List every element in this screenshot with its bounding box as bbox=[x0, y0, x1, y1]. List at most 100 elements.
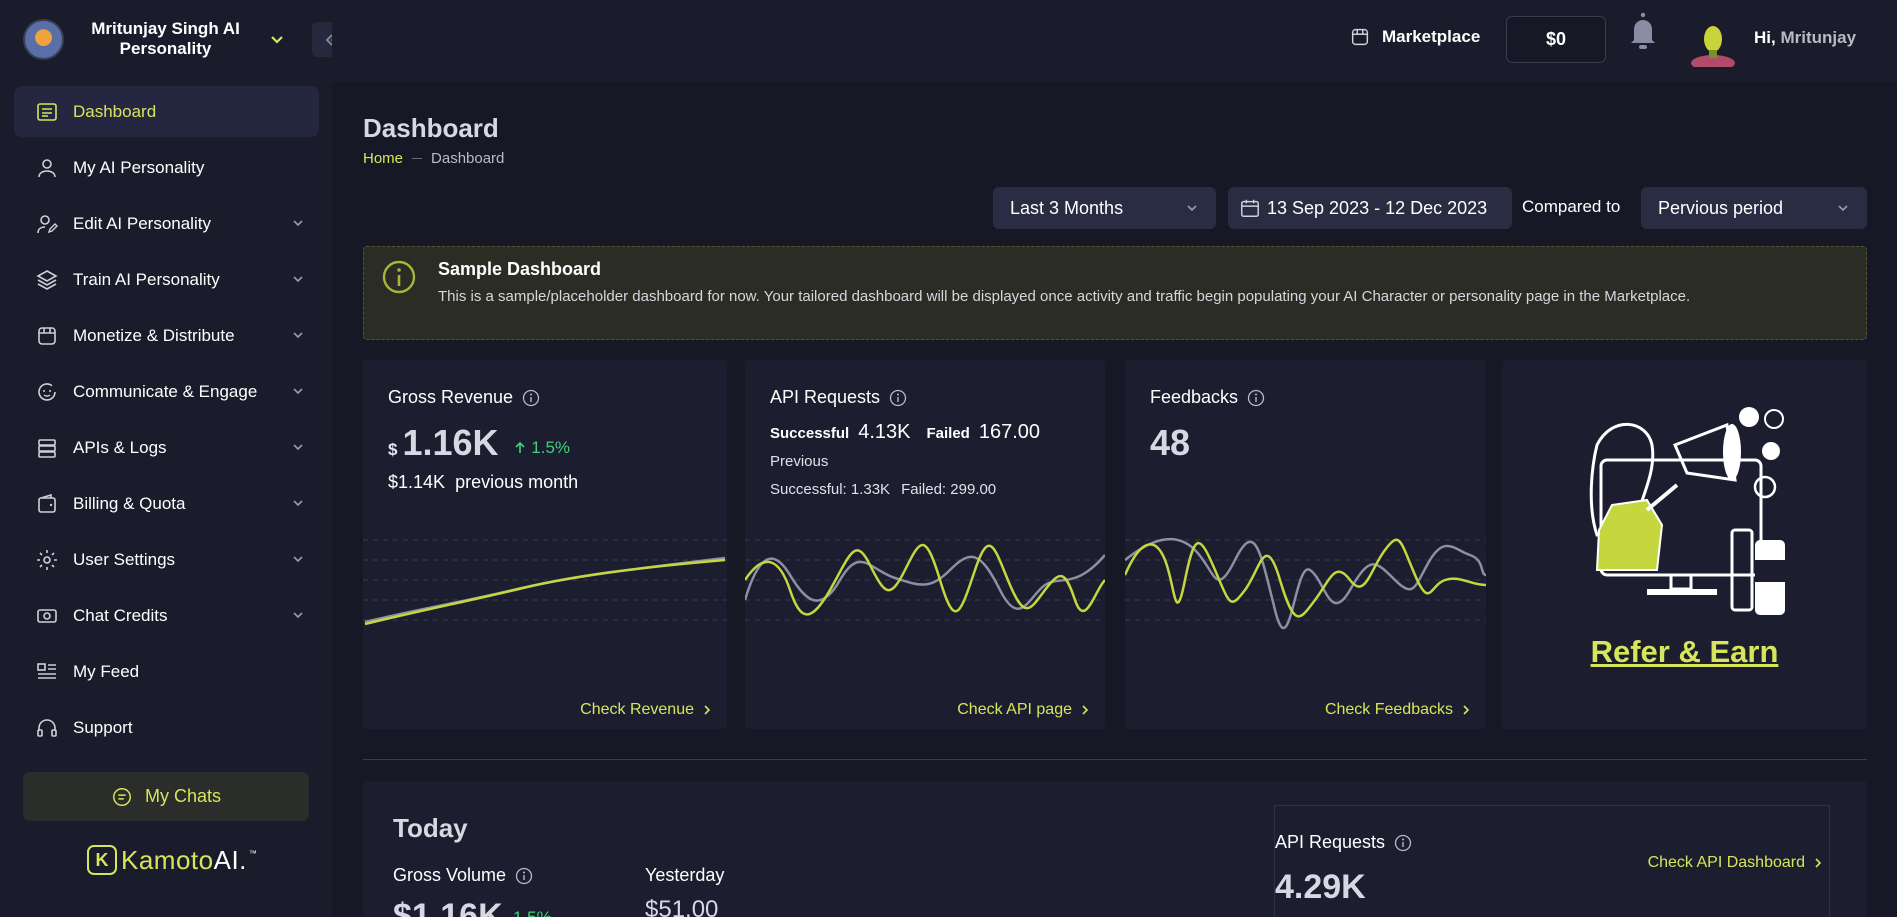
layers-icon bbox=[35, 268, 59, 292]
yesterday-value: $51.00 bbox=[645, 896, 719, 917]
kamotoai-logo: K KamotoAI. ™ bbox=[87, 843, 257, 877]
sidebar-item-communicate-engage[interactable]: Communicate & Engage bbox=[14, 366, 319, 417]
chevron-right-icon bbox=[1815, 858, 1822, 868]
chevron-down-icon bbox=[293, 500, 303, 507]
gross-volume-value: $1.16K bbox=[393, 897, 503, 917]
chevron-down-icon bbox=[293, 388, 303, 395]
comparison-period-value: Pervious period bbox=[1658, 197, 1784, 218]
check-revenue-link[interactable]: Check Revenue bbox=[580, 701, 714, 719]
api-requests-sparkline bbox=[745, 539, 1105, 621]
my-chats-button[interactable]: My Chats bbox=[23, 772, 309, 821]
sidebar-item-label: User Settings bbox=[73, 549, 176, 569]
sidebar-item-label: Edit AI Personality bbox=[73, 213, 211, 233]
sidebar-item-dashboard[interactable]: Dashboard bbox=[14, 86, 319, 137]
bell-icon[interactable] bbox=[1628, 12, 1658, 52]
sidebar-item-my-ai-personality[interactable]: My AI Personality bbox=[14, 142, 319, 193]
refer-earn-card: Refer & Earn bbox=[1502, 360, 1867, 729]
check-api-page-link[interactable]: Check API page bbox=[957, 701, 1092, 719]
chevron-down-icon bbox=[293, 332, 303, 339]
revenue-trend: 1.5% bbox=[513, 438, 570, 458]
info-icon[interactable] bbox=[515, 867, 533, 885]
chevron-right-icon bbox=[1463, 705, 1470, 715]
headset-icon bbox=[35, 716, 59, 740]
user-edit-icon bbox=[35, 212, 59, 236]
sample-dashboard-notice: Sample Dashboard This is a sample/placeh… bbox=[363, 246, 1867, 340]
store-icon bbox=[1351, 28, 1369, 46]
sidebar-item-apis-logs[interactable]: APIs & Logs bbox=[14, 422, 319, 473]
sidebar-nav: Dashboard My AI Personality Edit AI Pers… bbox=[14, 86, 319, 758]
sidebar-item-billing-quota[interactable]: Billing & Quota bbox=[14, 478, 319, 529]
today-api-requests-value: 4.29K bbox=[1275, 868, 1366, 906]
breadcrumb-separator bbox=[412, 158, 423, 159]
marketplace-link[interactable]: Marketplace bbox=[1349, 26, 1480, 48]
breadcrumb-current: Dashboard bbox=[431, 150, 505, 167]
chevron-down-icon bbox=[293, 612, 303, 619]
feedbacks-sparkline bbox=[1125, 537, 1486, 630]
feedbacks-card: Feedbacks 48 Check Feedbacks bbox=[1125, 360, 1486, 729]
info-icon[interactable] bbox=[522, 389, 540, 407]
dashboard-icon bbox=[35, 100, 59, 124]
revenue-sparkline bbox=[363, 539, 727, 626]
info-icon[interactable] bbox=[1247, 389, 1265, 407]
logo-mark: K bbox=[87, 845, 117, 875]
check-api-dashboard-link[interactable]: Check API Dashboard bbox=[1648, 854, 1825, 872]
card-title: Gross Revenue bbox=[388, 387, 540, 408]
info-icon[interactable] bbox=[889, 389, 907, 407]
wallet-icon bbox=[35, 492, 59, 516]
date-picker[interactable]: 13 Sep 2023 - 12 Dec 2023 bbox=[1228, 187, 1512, 229]
api-previous-stats: Successful: 1.33K Failed: 299.00 bbox=[770, 481, 997, 498]
sidebar-item-train-ai-personality[interactable]: Train AI Personality bbox=[14, 254, 319, 305]
sidebar-item-monetize-distribute[interactable]: Monetize & Distribute bbox=[14, 310, 319, 361]
refer-earn-link[interactable]: Refer & Earn bbox=[1590, 634, 1779, 669]
api-current-stats: Successful 4.13K Failed 167.00 bbox=[770, 421, 1041, 443]
sidebar-item-label: Support bbox=[73, 717, 133, 737]
today-panel: Today Gross Volume $1.16K 1.5% Yesterday… bbox=[363, 781, 1867, 917]
logo-trademark: ™ bbox=[248, 848, 257, 858]
chevron-down-icon bbox=[293, 276, 303, 283]
date-range-select[interactable]: Last 3 Months bbox=[993, 187, 1216, 229]
info-icon[interactable] bbox=[1394, 834, 1412, 852]
sidebar-item-chat-credits[interactable]: Chat Credits bbox=[14, 590, 319, 641]
sidebar-item-edit-ai-personality[interactable]: Edit AI Personality bbox=[14, 198, 319, 249]
server-icon bbox=[35, 436, 59, 460]
sidebar-item-label: Dashboard bbox=[73, 101, 157, 121]
today-title: Today bbox=[393, 813, 468, 843]
chevron-down-icon bbox=[293, 444, 303, 451]
personality-switcher[interactable]: Mritunjay Singh AI Personality bbox=[23, 16, 323, 62]
sidebar-item-label: Communicate & Engage bbox=[73, 381, 258, 401]
date-picker-value: 13 Sep 2023 - 12 Dec 2023 bbox=[1267, 197, 1488, 218]
sidebar-item-label: Monetize & Distribute bbox=[73, 325, 235, 345]
user-icon bbox=[35, 156, 59, 180]
notice-body: This is a sample/placeholder dashboard f… bbox=[438, 288, 1691, 305]
feed-icon bbox=[35, 660, 59, 684]
page-title: Dashboard bbox=[363, 113, 499, 143]
gross-volume-trend: 1.5% bbox=[513, 908, 552, 917]
personality-name: Mritunjay Singh AI Personality bbox=[91, 19, 240, 58]
personality-avatar bbox=[23, 18, 64, 60]
wallet-balance-button[interactable]: $0 bbox=[1506, 16, 1606, 63]
sidebar-item-my-feed[interactable]: My Feed bbox=[14, 646, 319, 697]
sidebar-item-user-settings[interactable]: User Settings bbox=[14, 534, 319, 585]
user-avatar[interactable] bbox=[1687, 17, 1739, 67]
chevron-right-icon bbox=[704, 705, 711, 715]
logo-text: KamotoAI. bbox=[121, 844, 247, 875]
sidebar-item-label: Train AI Personality bbox=[73, 269, 220, 289]
check-feedbacks-link[interactable]: Check Feedbacks bbox=[1325, 701, 1473, 719]
card-title: Feedbacks bbox=[1150, 387, 1265, 408]
info-icon bbox=[382, 260, 416, 294]
megaphone-illustration bbox=[1589, 407, 1785, 615]
api-requests-card: API Requests Successful 4.13K Failed 167.0… bbox=[745, 360, 1105, 729]
chevron-down-icon bbox=[293, 220, 303, 227]
user-greeting[interactable]: Hi, Mritunjay bbox=[1754, 28, 1857, 47]
chevron-down-icon bbox=[1838, 205, 1848, 212]
sidebar-item-support[interactable]: Support bbox=[14, 702, 319, 753]
revenue-value: $ 1.16K 1.5% bbox=[388, 422, 571, 463]
arrow-up-icon bbox=[514, 441, 525, 453]
chevron-down-icon bbox=[1187, 205, 1197, 212]
sidebar-item-label: APIs & Logs bbox=[73, 437, 167, 457]
chevron-down-icon bbox=[271, 36, 283, 44]
topbar bbox=[332, 0, 1897, 82]
breadcrumb-home-link[interactable]: Home bbox=[363, 150, 404, 167]
marketplace-label: Marketplace bbox=[1382, 27, 1481, 46]
comparison-period-select[interactable]: Pervious period bbox=[1641, 187, 1867, 229]
